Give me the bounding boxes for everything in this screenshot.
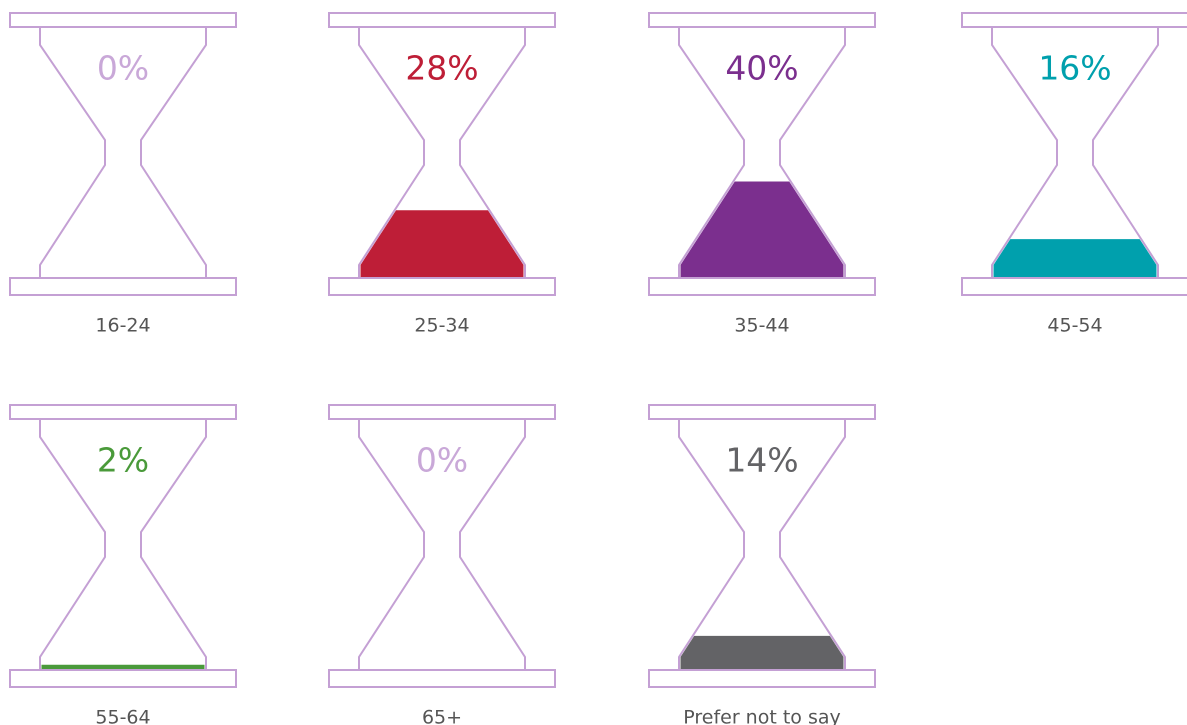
value-label: 14%: [725, 441, 798, 480]
glass-outline: [459, 27, 526, 278]
glass-outline: [779, 27, 846, 278]
value-label: 16%: [1038, 49, 1111, 88]
glass-outline: [459, 419, 526, 670]
category-label: 35-44: [734, 315, 789, 337]
value-label: 40%: [725, 49, 798, 88]
top-plate: [961, 12, 1187, 28]
hourglass: 14% Prefer not to say: [648, 404, 876, 725]
bottom-plate: [328, 277, 556, 296]
category-label: 45-54: [1047, 315, 1102, 337]
hourglass: 0% 65+: [328, 404, 556, 725]
top-plate: [9, 12, 237, 28]
bottom-plate: [9, 277, 237, 296]
glass-outline: [779, 419, 846, 670]
category-label: Prefer not to say: [683, 707, 841, 725]
glass-outline: [358, 27, 425, 278]
value-label: 28%: [405, 49, 478, 88]
glass-outline: [39, 27, 106, 278]
glass-outline: [1092, 27, 1159, 278]
top-plate: [648, 404, 876, 420]
fill-level: [41, 664, 205, 670]
glass-outline: [358, 419, 425, 670]
top-plate: [328, 12, 556, 28]
hourglass: 16% 45-54: [961, 12, 1187, 337]
fill-level: [993, 239, 1157, 278]
category-label: 55-64: [95, 707, 150, 725]
fill-level: [680, 635, 844, 670]
category-label: 16-24: [95, 315, 150, 337]
bottom-plate: [961, 277, 1187, 296]
fill-level: [680, 181, 844, 278]
glass-outline: [140, 419, 207, 670]
value-label: 2%: [97, 441, 149, 480]
category-label: 25-34: [414, 315, 469, 337]
value-label: 0%: [97, 49, 149, 88]
hourglass: 40% 35-44: [648, 12, 876, 337]
glass-outline: [678, 27, 745, 278]
top-plate: [328, 404, 556, 420]
top-plate: [648, 12, 876, 28]
glass-outline: [678, 419, 745, 670]
glass-outline: [140, 27, 207, 278]
category-label: 65+: [422, 707, 462, 725]
glass-outline: [39, 419, 106, 670]
bottom-plate: [648, 669, 876, 688]
hourglass: 28% 25-34: [328, 12, 556, 337]
bottom-plate: [9, 669, 237, 688]
bottom-plate: [328, 669, 556, 688]
hourglass: 2% 55-64: [9, 404, 237, 725]
fill-level: [360, 210, 524, 278]
glass-outline: [991, 27, 1058, 278]
value-label: 0%: [416, 441, 468, 480]
hourglass: 0% 16-24: [9, 12, 237, 337]
top-plate: [9, 404, 237, 420]
bottom-plate: [648, 277, 876, 296]
